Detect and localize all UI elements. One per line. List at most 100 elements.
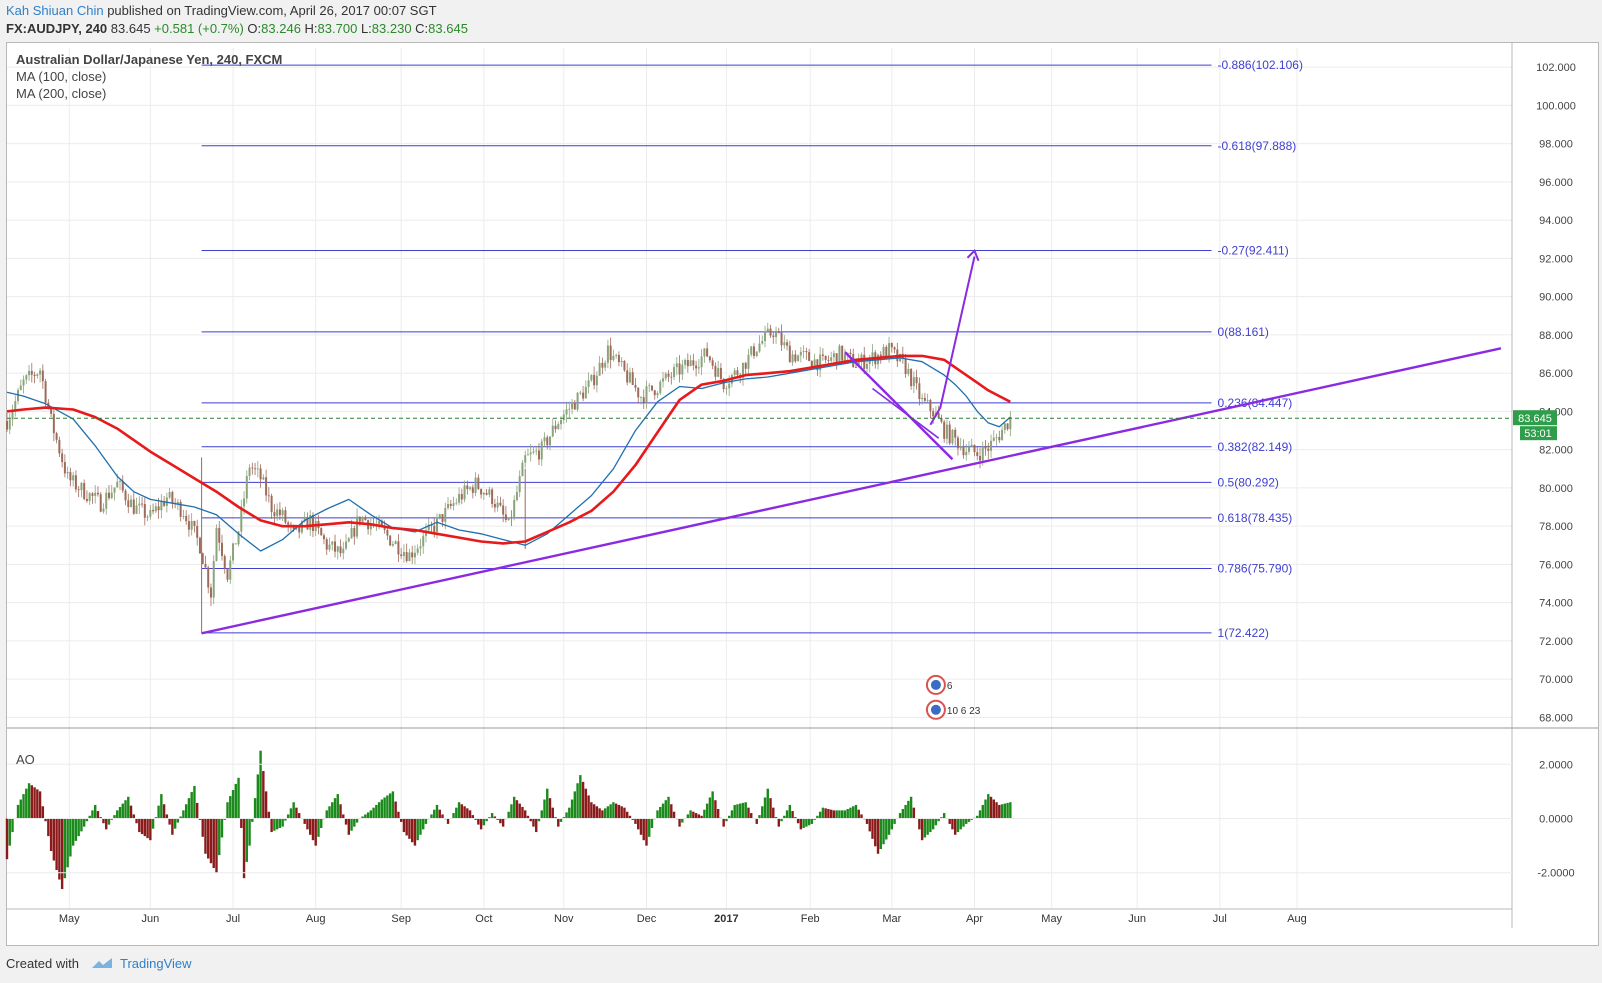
fib-label-3: 0(88.161): [1218, 325, 1269, 339]
candle-body: [198, 537, 201, 554]
candle-body: [998, 437, 1001, 441]
ao-bar: [347, 818, 350, 835]
y-tick-3: 74.000: [1539, 598, 1573, 610]
candle-body: [686, 359, 689, 367]
ao-bar: [240, 818, 243, 828]
ao-bar: [631, 818, 634, 820]
ao-bar: [229, 796, 232, 819]
x-tick-1: Jun: [141, 913, 159, 925]
candle-body: [94, 492, 97, 496]
ao-bar: [918, 818, 921, 830]
ao-bar: [942, 813, 946, 819]
ao-bar: [744, 802, 747, 819]
candle-body: [659, 381, 662, 394]
candle-body: [700, 356, 703, 368]
ao-bar: [689, 810, 692, 819]
ao-bar: [80, 818, 83, 832]
candle-body: [970, 444, 973, 448]
fib-label-7: 0.618(78.435): [1218, 511, 1293, 525]
ao-bar: [829, 809, 833, 819]
ao-bar: [19, 799, 22, 819]
ma200-line: [6, 354, 1011, 545]
candle-body: [673, 367, 676, 377]
symbol-label: FX:AUDJPY, 240: [6, 21, 108, 36]
candle-body: [248, 467, 251, 477]
ao-label[interactable]: AO: [16, 752, 35, 767]
ao-bar: [231, 790, 235, 819]
ao-bar: [967, 818, 971, 822]
candle-body: [838, 345, 841, 364]
ao-bar: [140, 818, 144, 835]
candle-body: [990, 440, 993, 451]
ao-tick-0: 2.0000: [1539, 759, 1573, 771]
countdown-badge-text: 53:01: [1524, 428, 1552, 440]
candle-body: [549, 436, 552, 446]
candle-body: [237, 531, 240, 545]
candle-body: [347, 538, 350, 542]
ao-bar: [904, 804, 907, 819]
candle-body: [273, 512, 276, 517]
ao-bar: [554, 817, 557, 819]
candle-body: [976, 452, 979, 457]
ao-bar: [110, 818, 113, 820]
candle-body: [306, 517, 309, 530]
candle-body: [58, 439, 61, 454]
ao-bar: [565, 812, 568, 819]
candle-body: [358, 516, 361, 522]
candle-body: [278, 509, 281, 516]
candle-body: [515, 492, 518, 501]
ao-bar: [763, 797, 767, 819]
ao-bar: [730, 810, 734, 819]
candle-body: [146, 516, 149, 518]
x-tick-13: Jun: [1128, 913, 1146, 925]
ao-bar: [113, 815, 116, 819]
ao-bar: [992, 799, 995, 819]
ao-bar: [179, 816, 182, 819]
fib-label-1: -0.618(97.888): [1218, 139, 1297, 153]
ao-bar: [25, 788, 28, 819]
candle-body: [281, 510, 284, 516]
ao-bar: [714, 800, 717, 819]
candle-body: [535, 450, 538, 452]
tradingview-brand[interactable]: TradingView: [120, 956, 192, 971]
candle-body: [648, 385, 651, 387]
candle-body: [733, 370, 736, 376]
legend-ma100[interactable]: MA (100, close): [16, 69, 107, 84]
ao-bar: [267, 811, 271, 819]
candle-body: [995, 437, 998, 438]
ao-bar: [154, 817, 158, 819]
projection-arrowhead: [966, 248, 980, 262]
candle-body: [369, 523, 372, 530]
candle-body: [267, 495, 270, 497]
candle-body: [138, 503, 141, 506]
open-label: O:: [247, 21, 262, 36]
candle-body: [61, 453, 64, 463]
candle-body: [802, 351, 805, 352]
ao-bar: [736, 804, 739, 819]
last-price-badge-text: 83.645: [1518, 413, 1552, 425]
ao-bar: [256, 774, 260, 819]
ao-bar: [460, 804, 464, 819]
fib-label-9: 1(72.422): [1218, 626, 1269, 640]
ao-bar: [325, 810, 328, 819]
support-trendline: [201, 347, 1502, 635]
legend-ma200[interactable]: MA (200, close): [16, 86, 107, 101]
candle-body: [764, 331, 767, 342]
author-name[interactable]: Kah Shiuan Chin: [6, 3, 104, 18]
candle-body: [328, 544, 331, 550]
ao-bar: [399, 818, 403, 822]
ao-bar: [41, 806, 45, 819]
ao-bar: [648, 818, 651, 837]
ao-bar: [55, 818, 58, 871]
ao-bar: [559, 818, 563, 822]
candle-body: [948, 424, 951, 444]
ao-bar: [413, 818, 417, 846]
ao-bar: [1009, 802, 1012, 819]
candle-body: [543, 437, 546, 442]
candle-body: [44, 381, 47, 403]
ao-bar: [297, 813, 301, 819]
ao-bar: [656, 810, 659, 819]
ao-bar: [929, 818, 932, 833]
ao-bar: [1006, 802, 1009, 819]
